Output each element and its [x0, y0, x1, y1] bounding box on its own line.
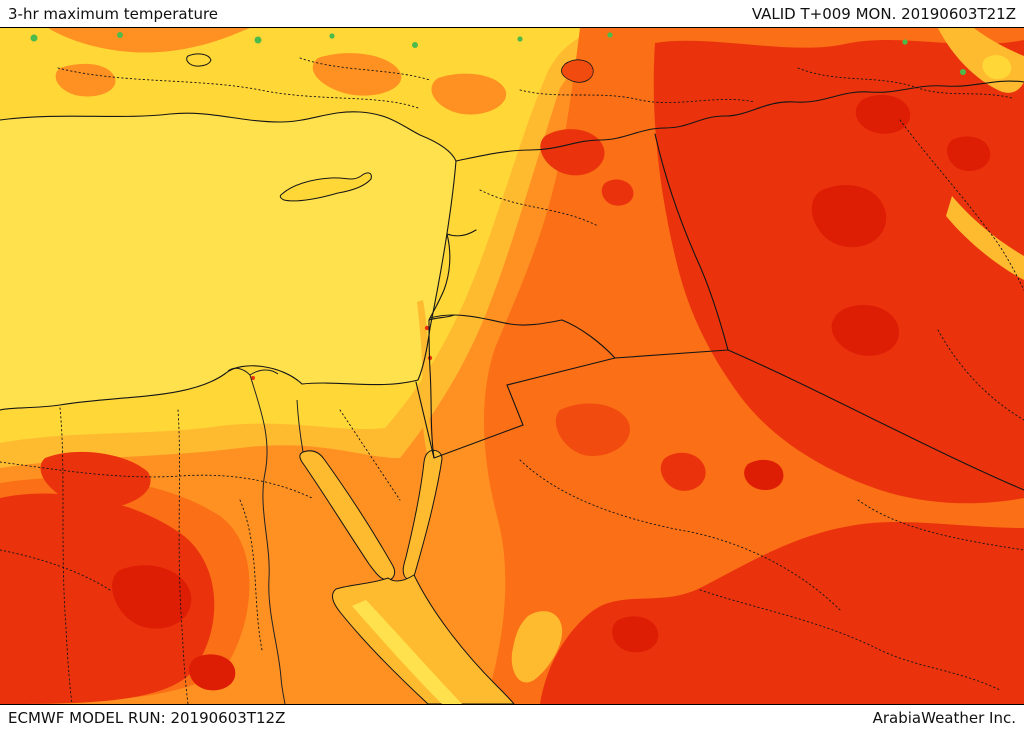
map-title: 3-hr maximum temperature: [8, 4, 219, 23]
mediterranean-sea: [0, 111, 456, 410]
valid-time-label: VALID T+009 MON. 20190603T21Z: [751, 4, 1016, 23]
nile-river: [249, 374, 286, 704]
border-turkey-south: [455, 80, 1024, 162]
admin-line: [239, 499, 263, 651]
admin-line: [899, 119, 1024, 291]
patch: [431, 73, 507, 115]
cool-speck: [117, 32, 123, 38]
contour-red-saudi: [540, 522, 1024, 704]
admin-line: [177, 409, 189, 704]
hot-spot-outlined: [561, 59, 594, 83]
contour-red-egypt-n: [40, 451, 151, 509]
green-specks: [30, 32, 966, 75]
patch: [55, 63, 116, 97]
bottom-bar: ECMWF MODEL RUN: 20190603T12Z ArabiaWeat…: [0, 705, 1024, 731]
small-island: [186, 53, 212, 67]
model-run-label: ECMWF MODEL RUN: 20190603T12Z: [8, 709, 286, 727]
patch: [48, 28, 250, 53]
contour-red-syria-2: [601, 179, 634, 206]
patch: [555, 403, 630, 456]
admin-line: [699, 589, 1001, 691]
hot-spot: [811, 184, 887, 248]
patch: [312, 53, 402, 96]
hot-spot: [831, 304, 900, 356]
admin-borders-dotted: [0, 57, 1024, 704]
hot-speck: [424, 325, 430, 331]
nile-delta-branch: [249, 369, 279, 376]
cool-speck: [30, 34, 38, 42]
turkey-orange-patches: [48, 28, 507, 115]
contour-red-egypt-sw: [0, 493, 215, 704]
cool-speck: [607, 32, 613, 38]
sea-fill: [0, 111, 456, 410]
red-sea: [332, 574, 515, 704]
border-syria-iraq: [654, 133, 729, 351]
credit-label: ArabiaWeather Inc.: [872, 709, 1016, 727]
red-sea-core: [352, 600, 462, 704]
jordan-valley-strip: [417, 300, 434, 458]
border-iraq-saudi: [727, 349, 1024, 491]
temperature-map-svg: [0, 28, 1024, 704]
hot-spot: [947, 136, 991, 172]
admin-line: [57, 67, 419, 109]
cool-speck: [254, 36, 262, 44]
ribbon-hejaz: [511, 611, 563, 683]
contour-red-jordan-e: [660, 452, 706, 491]
cool-speck: [960, 69, 966, 75]
dark-red-spots: [112, 94, 991, 691]
border-jordan-north: [429, 314, 616, 359]
hot-spot: [189, 654, 236, 691]
admin-line: [479, 189, 599, 227]
anatolia-hot-lake-spot: [561, 59, 594, 83]
admin-line: [797, 67, 1013, 99]
border-jordan-saudi-zigzag: [433, 357, 616, 459]
border-egypt-israel: [415, 381, 435, 459]
gulf-of-aqaba: [402, 449, 443, 580]
admin-line: [857, 499, 1024, 551]
border-jordan-iraq: [614, 349, 729, 359]
border-lebanon: [428, 233, 451, 321]
contour-red-iraq: [653, 40, 1024, 504]
admin-line: [937, 329, 1024, 421]
hot-speck: [251, 376, 255, 380]
red-sea-inner: [352, 600, 462, 704]
top-bar: 3-hr maximum temperature VALID T+009 MON…: [0, 0, 1024, 27]
suez-canal: [296, 399, 304, 453]
red-sea-waters: [299, 449, 515, 704]
admin-line: [299, 57, 431, 81]
yellow-spot-ne: [982, 55, 1012, 80]
orange-red-patches: [555, 403, 630, 456]
cool-speck: [517, 36, 523, 42]
islands: [186, 53, 372, 202]
border-jordan-valley: [428, 319, 435, 459]
border-lebanon-syria: [446, 229, 477, 237]
country-borders: [0, 80, 1024, 491]
cool-speck: [329, 33, 335, 39]
ribbon-zagros: [946, 196, 1024, 280]
border-israel-lebanon: [428, 314, 455, 321]
hot-spot: [855, 94, 911, 134]
admin-line: [0, 549, 111, 591]
cool-speck: [902, 39, 908, 45]
patch: [982, 55, 1012, 80]
admin-line: [59, 407, 73, 704]
hot-spot: [612, 616, 659, 653]
hot-spot: [744, 459, 784, 491]
admin-line: [519, 459, 841, 611]
hot-spot: [112, 565, 192, 629]
temperature-map: [0, 27, 1024, 705]
cool-speck: [412, 42, 418, 48]
cyprus-island: [279, 172, 372, 202]
admin-line: [519, 89, 756, 103]
